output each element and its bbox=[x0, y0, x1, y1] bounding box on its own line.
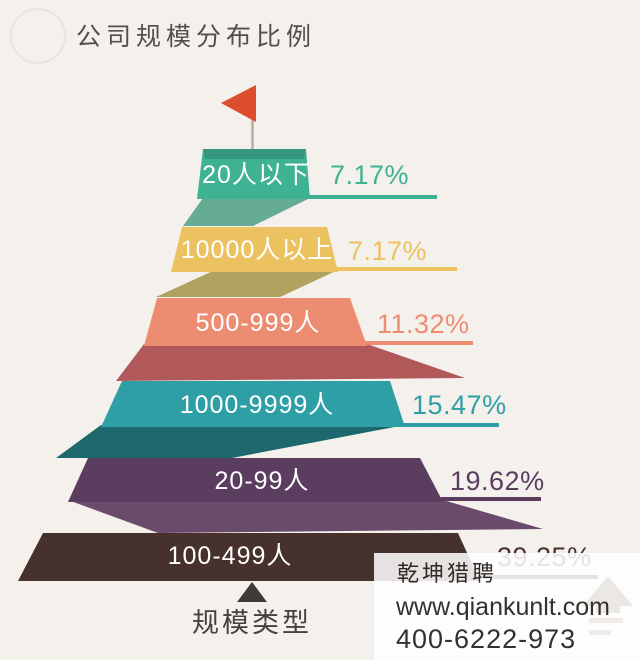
pyramid-layer-3 bbox=[144, 298, 367, 346]
percent-label-5: 19.62% bbox=[450, 466, 545, 496]
flag-icon bbox=[221, 85, 256, 122]
chart-title: 公司规模分布比例 bbox=[76, 23, 316, 51]
pyramid-layer-4 bbox=[101, 381, 405, 427]
watermark-website: www.qiankunlt.com bbox=[395, 593, 610, 621]
ribbon-fold bbox=[116, 344, 465, 381]
watermark-phone: 400-6222-973 bbox=[396, 624, 576, 654]
layer-label-4: 1000-9999人 bbox=[180, 391, 335, 419]
leader-line-3 bbox=[365, 341, 473, 345]
pyramid-layer-2 bbox=[171, 227, 338, 272]
layer-label-3: 500-999人 bbox=[196, 309, 321, 337]
watermark-background bbox=[374, 553, 640, 660]
pyramid-layer-1-top-lip bbox=[203, 149, 306, 159]
axis-arrow-icon bbox=[237, 582, 267, 602]
ribbon-fold bbox=[56, 425, 405, 458]
axis-title: 规模类型 bbox=[192, 608, 312, 638]
watermark-company-name: 乾坤猎聘 bbox=[397, 561, 497, 586]
pyramid-layer-5 bbox=[68, 458, 443, 502]
ribbon-fold bbox=[68, 500, 543, 533]
leader-line-2 bbox=[336, 267, 457, 271]
layer-label-6: 100-499人 bbox=[168, 542, 293, 570]
pyramid-layer-6 bbox=[18, 533, 480, 581]
background-circle-decoration bbox=[9, 7, 67, 65]
pyramid-layer-1 bbox=[197, 149, 310, 199]
percent-label-3: 11.32% bbox=[377, 309, 470, 339]
watermark-panel: 乾坤猎聘 www.qiankunlt.com 400-6222-973 bbox=[374, 553, 640, 660]
leader-line-4 bbox=[403, 423, 499, 427]
percent-label-1: 7.17% bbox=[330, 160, 409, 190]
ribbon-fold bbox=[156, 270, 338, 297]
watermark-logo-icon bbox=[583, 576, 633, 635]
layer-label-5: 20-99人 bbox=[215, 467, 310, 495]
ribbon-fold bbox=[183, 198, 310, 226]
leader-line-5 bbox=[441, 497, 541, 501]
percent-label-2: 7.17% bbox=[348, 236, 427, 266]
leader-line-1 bbox=[308, 195, 437, 199]
layer-label-1: 20人以下 bbox=[202, 161, 310, 189]
percent-label-4: 15.47% bbox=[412, 390, 507, 420]
layer-label-2: 10000人以上 bbox=[181, 236, 334, 264]
